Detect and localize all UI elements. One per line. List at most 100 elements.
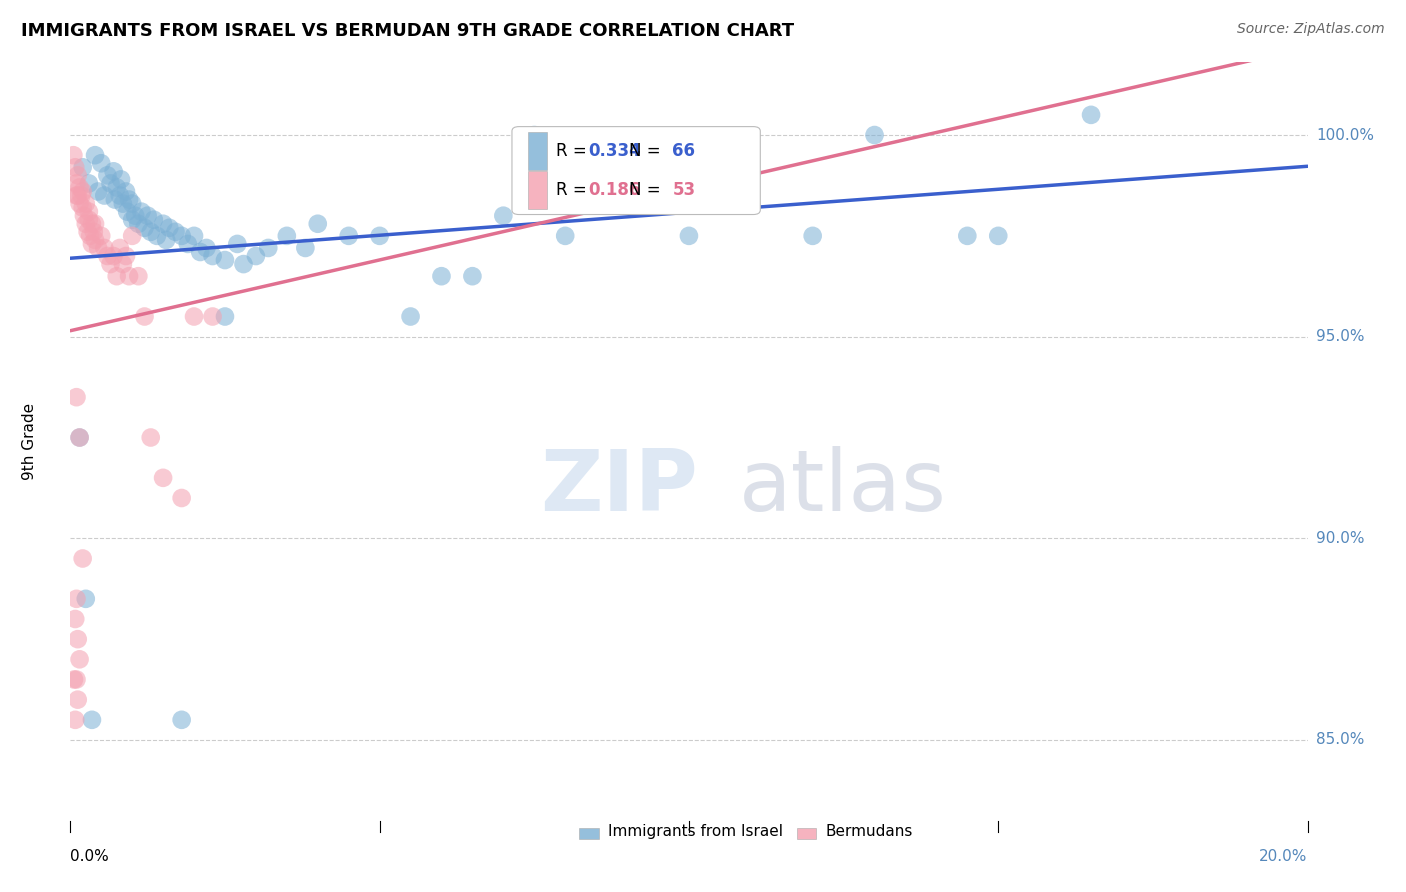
Point xyxy=(84,233,107,247)
Point xyxy=(523,128,546,142)
Point xyxy=(66,632,89,647)
Point xyxy=(84,148,107,162)
Point xyxy=(77,212,100,227)
Point xyxy=(461,269,484,284)
Point xyxy=(956,228,979,243)
Point xyxy=(170,228,193,243)
Point xyxy=(87,185,110,199)
Point xyxy=(75,196,97,211)
Point xyxy=(232,257,254,271)
Point xyxy=(69,180,91,194)
Point xyxy=(80,713,103,727)
Text: 95.0%: 95.0% xyxy=(1316,329,1364,344)
Point xyxy=(65,390,87,404)
Point xyxy=(152,471,174,485)
Point xyxy=(134,310,156,324)
Point xyxy=(96,169,118,183)
Text: atlas: atlas xyxy=(738,445,946,529)
Point xyxy=(139,430,162,444)
Point xyxy=(77,204,100,219)
Point xyxy=(201,310,224,324)
Text: Source: ZipAtlas.com: Source: ZipAtlas.com xyxy=(1237,22,1385,37)
Point xyxy=(134,220,156,235)
Point xyxy=(110,172,132,186)
Point xyxy=(96,249,118,263)
Text: 9th Grade: 9th Grade xyxy=(22,403,37,480)
Point xyxy=(152,217,174,231)
Point xyxy=(103,249,125,263)
Point xyxy=(73,209,96,223)
Point xyxy=(987,228,1010,243)
Point xyxy=(136,209,159,223)
Point xyxy=(77,177,100,191)
Point xyxy=(105,269,128,284)
Point xyxy=(740,169,762,183)
Point xyxy=(108,241,131,255)
Text: N =: N = xyxy=(628,181,661,199)
Point xyxy=(65,177,87,191)
Point xyxy=(66,692,89,706)
Point xyxy=(214,253,236,268)
Point xyxy=(69,430,91,444)
Text: 100.0%: 100.0% xyxy=(1316,128,1374,143)
Point xyxy=(1080,108,1102,122)
Point xyxy=(183,228,205,243)
Point xyxy=(146,228,169,243)
Text: IMMIGRANTS FROM ISRAEL VS BERMUDAN 9TH GRADE CORRELATION CHART: IMMIGRANTS FROM ISRAEL VS BERMUDAN 9TH G… xyxy=(21,22,794,40)
Point xyxy=(75,217,97,231)
Point xyxy=(72,201,94,215)
Point xyxy=(69,430,91,444)
Point xyxy=(201,249,224,263)
Point xyxy=(118,269,141,284)
Point xyxy=(115,185,138,199)
Text: ZIP: ZIP xyxy=(540,445,699,529)
Point xyxy=(257,241,280,255)
Point xyxy=(105,180,128,194)
Text: 0.334: 0.334 xyxy=(588,142,641,160)
Text: 90.0%: 90.0% xyxy=(1316,531,1364,546)
Point xyxy=(863,128,886,142)
Point xyxy=(195,241,218,255)
Point xyxy=(63,673,86,687)
Point xyxy=(87,241,110,255)
Point xyxy=(72,161,94,175)
Point xyxy=(76,225,98,239)
Text: N =: N = xyxy=(628,142,661,160)
Point xyxy=(65,612,87,626)
Point xyxy=(245,249,267,263)
Text: 0.0%: 0.0% xyxy=(70,849,110,864)
Point xyxy=(183,310,205,324)
Point xyxy=(65,673,87,687)
Point xyxy=(121,196,143,211)
Point xyxy=(108,188,131,202)
Point xyxy=(170,491,193,505)
Point xyxy=(399,310,422,324)
Point xyxy=(155,233,177,247)
Text: 66: 66 xyxy=(672,142,696,160)
Point xyxy=(72,185,94,199)
Point xyxy=(678,228,700,243)
Point xyxy=(90,228,112,243)
Point xyxy=(111,257,134,271)
Point xyxy=(80,236,103,251)
Point xyxy=(100,257,122,271)
Point xyxy=(80,217,103,231)
Point xyxy=(124,209,146,223)
Point xyxy=(337,228,360,243)
Point xyxy=(65,713,87,727)
Text: Bermudans: Bermudans xyxy=(825,824,912,839)
Point xyxy=(492,209,515,223)
Point xyxy=(165,225,187,239)
Point xyxy=(554,228,576,243)
Point xyxy=(65,188,87,202)
Point xyxy=(801,228,824,243)
Text: 0.186: 0.186 xyxy=(588,181,641,199)
Point xyxy=(307,217,329,231)
Point xyxy=(115,249,138,263)
Point xyxy=(66,169,89,183)
Point xyxy=(111,196,134,211)
Text: Immigrants from Israel: Immigrants from Israel xyxy=(607,824,783,839)
Point xyxy=(276,228,298,243)
Point xyxy=(104,193,127,207)
Point xyxy=(177,236,200,251)
